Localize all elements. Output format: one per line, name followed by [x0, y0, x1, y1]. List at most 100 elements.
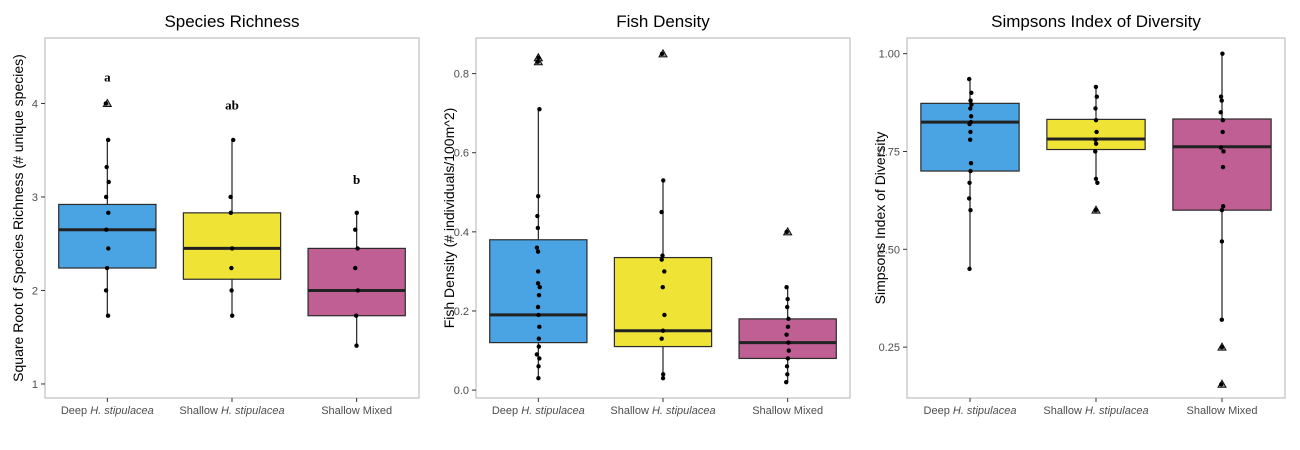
- x-tick-label-prefix: Shallow Mixed: [752, 405, 823, 417]
- y-tick-label: 0.6: [454, 148, 469, 160]
- x-tick-label: Shallow H. stipulacea: [610, 405, 715, 417]
- y-axis-label: Simpsons Index of Diversity: [872, 132, 888, 305]
- data-point: [967, 266, 972, 272]
- data-point: [229, 288, 234, 293]
- data-point: [1220, 51, 1225, 56]
- x-tick-label-species: H. stipulacea: [221, 405, 285, 417]
- data-point: [353, 265, 358, 271]
- x-tick-label-prefix: Deep: [61, 405, 90, 417]
- data-point: [785, 372, 790, 377]
- data-point: [535, 281, 541, 286]
- box: [920, 102, 1020, 172]
- data-point: [537, 107, 542, 112]
- data-point: [785, 356, 791, 361]
- data-point: [535, 213, 540, 219]
- significance-letter: ab: [225, 97, 239, 112]
- data-point: [229, 313, 235, 318]
- data-point: [1219, 98, 1224, 103]
- data-point: [536, 312, 541, 318]
- x-tick-label: Deep H. stipulacea: [61, 405, 154, 417]
- data-point: [537, 324, 542, 329]
- data-point: [537, 285, 542, 290]
- data-point: [535, 225, 541, 231]
- data-point: [966, 196, 972, 201]
- y-tick-label: 1.00: [879, 49, 900, 61]
- x-tick-label-prefix: Shallow: [610, 405, 652, 417]
- data-point: [534, 352, 540, 357]
- x-tick-label-species: H. stipulacea: [521, 405, 585, 417]
- data-point: [1220, 164, 1226, 170]
- data-point: [1093, 149, 1098, 154]
- data-point: [967, 137, 973, 142]
- x-tick-label-species: H. stipulacea: [1085, 405, 1149, 417]
- x-tick-label: Shallow Mixed: [1187, 405, 1258, 417]
- data-point: [535, 304, 541, 310]
- data-point: [786, 316, 791, 322]
- data-point: [536, 336, 542, 341]
- y-tick-label: 0.50: [879, 244, 900, 256]
- x-tick-label-species: H. stipulacea: [652, 405, 716, 417]
- data-point: [784, 304, 790, 310]
- y-tick-label: 0.4: [454, 227, 469, 239]
- data-point: [228, 194, 233, 200]
- y-tick-label: 0.0: [454, 385, 469, 397]
- significance-letter: a: [104, 69, 111, 84]
- data-point: [1093, 141, 1099, 146]
- x-tick-label-prefix: Shallow Mixed: [1187, 405, 1258, 417]
- data-point: [106, 210, 111, 216]
- x-tick-label: Deep H. stipulacea: [492, 405, 585, 417]
- chart-title: Fish Density: [616, 12, 710, 31]
- data-point: [660, 285, 665, 290]
- data-point: [228, 210, 234, 216]
- x-tick-label-prefix: Shallow Mixed: [321, 405, 392, 417]
- data-point: [784, 229, 789, 235]
- y-tick-label: 0.25: [879, 342, 900, 354]
- data-point: [104, 265, 110, 271]
- x-tick-label-prefix: Deep: [492, 405, 521, 417]
- x-tick-label-prefix: Deep: [924, 405, 953, 417]
- x-tick-label: Shallow H. stipulacea: [1043, 405, 1148, 417]
- data-point: [968, 119, 974, 125]
- data-point: [1219, 239, 1225, 244]
- data-point: [1093, 117, 1099, 123]
- y-tick-label: 0.75: [879, 146, 900, 158]
- data-point: [662, 312, 667, 318]
- y-tick-label: 1: [32, 379, 38, 391]
- chart-panel-1: Fish Density Fish Density (# individuals/…: [441, 12, 851, 417]
- data-point: [1220, 204, 1226, 209]
- data-point: [968, 161, 974, 166]
- data-point: [968, 129, 973, 135]
- x-tick-label-prefix: Shallow: [1043, 405, 1085, 417]
- data-point: [536, 55, 541, 60]
- data-point: [1093, 84, 1099, 90]
- data-point: [354, 343, 359, 348]
- y-axis-label: Square Root of Species Richness (# uniqu…: [10, 54, 26, 382]
- y-tick-label: 0.8: [454, 69, 469, 81]
- data-point: [659, 51, 665, 57]
- data-point: [537, 356, 542, 361]
- data-point: [353, 227, 358, 232]
- box: [307, 247, 406, 317]
- data-point: [1218, 94, 1224, 99]
- x-tick-label: Deep H. stipulacea: [924, 405, 1017, 417]
- data-point: [662, 269, 667, 274]
- data-point: [1095, 180, 1100, 185]
- data-point: [104, 227, 109, 232]
- y-tick-label: 2: [32, 285, 38, 297]
- data-point: [661, 372, 666, 377]
- data-point: [968, 207, 973, 213]
- data-point: [1094, 94, 1099, 99]
- data-point: [966, 76, 972, 82]
- data-point: [536, 364, 541, 369]
- x-tick-label-species: H. stipulacea: [90, 405, 154, 417]
- x-tick-label: Shallow Mixed: [321, 405, 392, 417]
- data-point: [1220, 129, 1225, 135]
- data-point: [353, 313, 359, 318]
- y-tick-label: 4: [32, 98, 38, 110]
- data-point: [784, 332, 789, 337]
- data-point: [786, 340, 791, 345]
- data-point: [535, 194, 541, 199]
- x-tick-label: Shallow H. stipulacea: [179, 405, 284, 417]
- chart-title: Species Richness: [164, 12, 299, 31]
